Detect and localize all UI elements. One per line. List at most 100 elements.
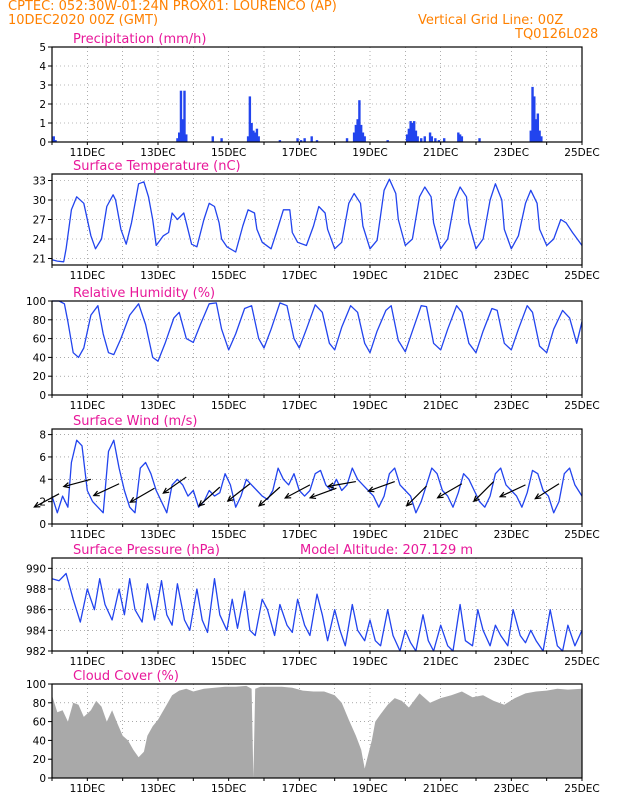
precip-bar xyxy=(405,134,409,142)
x-tick-label: 23DEC xyxy=(494,656,529,668)
x-tick-label: 15DEC xyxy=(211,529,246,541)
y-tick-label: 4 xyxy=(39,61,46,73)
precip-bar xyxy=(423,136,426,142)
y-tick-label: 21 xyxy=(33,254,46,266)
x-tick-label: 13DEC xyxy=(140,783,175,795)
precip-bar xyxy=(185,134,188,142)
x-tick-label: 19DEC xyxy=(352,270,387,282)
wind-arrow xyxy=(328,480,356,487)
precip-bar xyxy=(412,121,416,142)
wind-arrow-head xyxy=(62,482,70,489)
wind-arrow xyxy=(227,483,251,502)
y-tick-label: 40 xyxy=(33,352,46,364)
panel-title: Relative Humidity (%) xyxy=(73,286,215,301)
x-tick-label: 17DEC xyxy=(282,529,317,541)
wind-arrow-head xyxy=(162,487,170,494)
station-header: CPTEC: 052:30W-01:24N PROX01: LOURENCO (… xyxy=(8,0,337,14)
panel-title: Surface Temperature (nC) xyxy=(73,159,241,174)
wind-arrow xyxy=(129,487,155,503)
x-tick-label: 15DEC xyxy=(211,656,246,668)
y-tick-label: 2 xyxy=(39,99,46,111)
wind-arrow-head xyxy=(472,495,480,503)
y-tick-label: 982 xyxy=(26,646,46,658)
x-tick-label: 11DEC xyxy=(70,783,105,795)
precip-bar xyxy=(296,138,299,142)
precip-bar xyxy=(181,119,184,142)
x-tick-label: 25DEC xyxy=(564,270,599,282)
x-tick-label: 21DEC xyxy=(423,529,458,541)
y-tick-label: 20 xyxy=(33,754,46,766)
precip-bar xyxy=(538,130,541,142)
wind-arrow xyxy=(406,485,427,507)
precip-bar xyxy=(278,140,282,142)
wind-arrow-head xyxy=(33,501,41,508)
wind-arrow-head xyxy=(405,499,413,507)
x-tick-label: 15DEC xyxy=(211,147,246,159)
x-tick-label: 11DEC xyxy=(70,656,105,668)
precip-bar xyxy=(540,136,543,142)
series-line xyxy=(51,572,583,652)
wind-arrow-head xyxy=(283,492,292,499)
y-tick-label: 100 xyxy=(26,296,46,308)
x-tick-label: 13DEC xyxy=(140,656,175,668)
x-tick-label: 21DEC xyxy=(423,147,458,159)
precip-bar xyxy=(178,132,181,142)
precip-bar xyxy=(536,113,540,142)
precip-bar xyxy=(183,90,186,142)
wind-arrow-head xyxy=(92,490,100,497)
wind-arrow xyxy=(93,483,120,497)
precip-bar xyxy=(257,136,260,142)
series-line xyxy=(52,300,583,362)
x-tick-label: 21DEC xyxy=(423,270,458,282)
precip-bar xyxy=(252,130,255,142)
precip-bar xyxy=(363,136,366,142)
precip-bar xyxy=(358,100,361,142)
wind-arrow xyxy=(63,478,92,488)
wind-arrow xyxy=(437,483,463,499)
panel-title: Cloud Cover (%) xyxy=(73,669,179,684)
x-tick-label: 17DEC xyxy=(282,783,317,795)
precip-bar xyxy=(361,132,365,142)
precip-bar xyxy=(211,136,214,142)
wind-arrow-head xyxy=(226,495,234,502)
x-tick-label: 25DEC xyxy=(564,656,599,668)
y-tick-label: 986 xyxy=(26,605,46,617)
panel-title: Precipitation (mm/h) xyxy=(73,32,206,47)
wind-arrow xyxy=(473,481,495,502)
panel-frame xyxy=(51,428,583,525)
y-tick-label: 1 xyxy=(39,118,46,130)
y-tick-label: 6 xyxy=(39,452,46,464)
x-tick-label: 13DEC xyxy=(140,400,175,412)
wind-arrow-head xyxy=(308,493,317,500)
precip-bar xyxy=(356,119,359,142)
precip-bar xyxy=(434,138,437,142)
x-tick-label: 21DEC xyxy=(423,656,458,668)
series-line xyxy=(51,178,583,263)
panel-frame xyxy=(51,46,583,143)
wind-arrow xyxy=(284,484,311,499)
y-tick-label: 24 xyxy=(33,234,47,246)
precip-bar xyxy=(315,140,319,142)
x-tick-label: 21DEC xyxy=(423,400,458,412)
y-tick-label: 988 xyxy=(26,584,46,596)
wind-arrow xyxy=(162,476,187,494)
x-tick-label: 11DEC xyxy=(70,400,105,412)
y-tick-label: 40 xyxy=(33,735,46,747)
wind-arrow-head xyxy=(129,496,137,503)
x-tick-label: 19DEC xyxy=(352,529,387,541)
x-tick-label: 11DEC xyxy=(70,529,105,541)
y-tick-label: 984 xyxy=(26,625,46,637)
precip-bar xyxy=(345,138,349,142)
y-tick-label: 80 xyxy=(33,315,46,327)
precip-bar xyxy=(411,123,414,142)
precip-bar xyxy=(220,138,223,142)
panel-4: Surface Pressure (hPa) Model Altitude: 20… xyxy=(26,543,600,668)
panel-2: Relative Humidity (%) 0 20 40 60 80 100 11DEC 13… xyxy=(26,286,600,412)
y-tick-label: 60 xyxy=(33,717,46,729)
precip-bar xyxy=(310,136,313,142)
x-tick-label: 21DEC xyxy=(423,783,458,795)
panel-frame xyxy=(51,173,583,266)
precip-bar xyxy=(420,138,423,142)
wind-arrow-head xyxy=(367,486,375,493)
